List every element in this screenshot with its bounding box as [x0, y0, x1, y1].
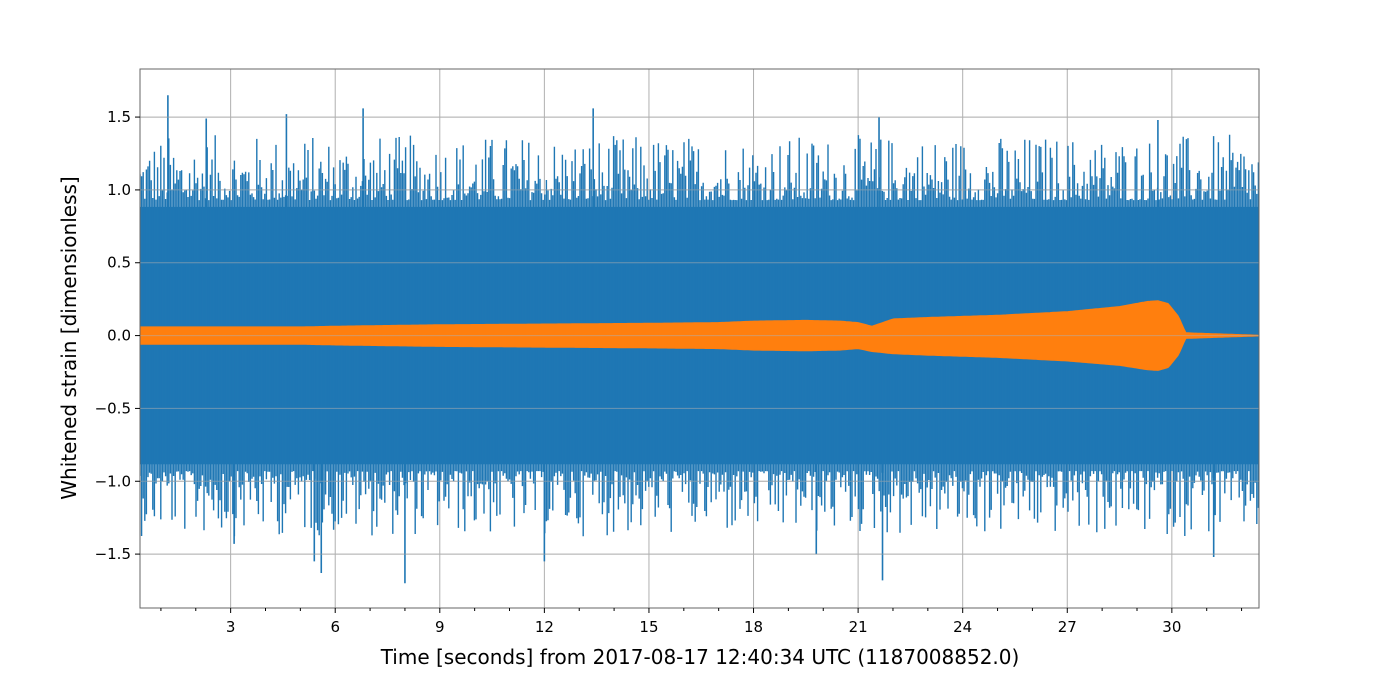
y-tick-label: 1.0: [107, 181, 131, 199]
x-tick-label: 3: [226, 618, 236, 636]
x-tick-label: 27: [1058, 618, 1077, 636]
x-tick-label: 21: [849, 618, 868, 636]
x-tick-label: 9: [435, 618, 445, 636]
y-tick-label: −1.5: [95, 545, 131, 563]
x-tick-label: 18: [744, 618, 763, 636]
x-tick-label: 24: [953, 618, 972, 636]
x-axis-label: Time [seconds] from 2017-08-17 12:40:34 …: [380, 645, 1020, 669]
x-tick-label: 30: [1162, 618, 1181, 636]
y-tick-label: −0.5: [95, 399, 131, 417]
x-tick-label: 6: [330, 618, 340, 636]
axis-ticks: 3 6 9 12 15 18 21 24 27 30 1.5 1.0 0.5 0.0 −0.5 −1.0 −1.…: [95, 108, 1243, 636]
y-tick-label: 1.5: [107, 108, 131, 126]
plot-frame: [139, 68, 1260, 609]
y-tick-label: −1.0: [95, 472, 131, 490]
y-tick-label: 0.5: [107, 254, 131, 272]
grid-overlay: [140, 116, 1259, 555]
x-tick-label: 15: [639, 618, 658, 636]
y-axis-label: Whitened strain [dimensionless]: [57, 176, 81, 499]
y-tick-label: 0.0: [107, 327, 131, 345]
x-tick-label: 12: [535, 618, 554, 636]
